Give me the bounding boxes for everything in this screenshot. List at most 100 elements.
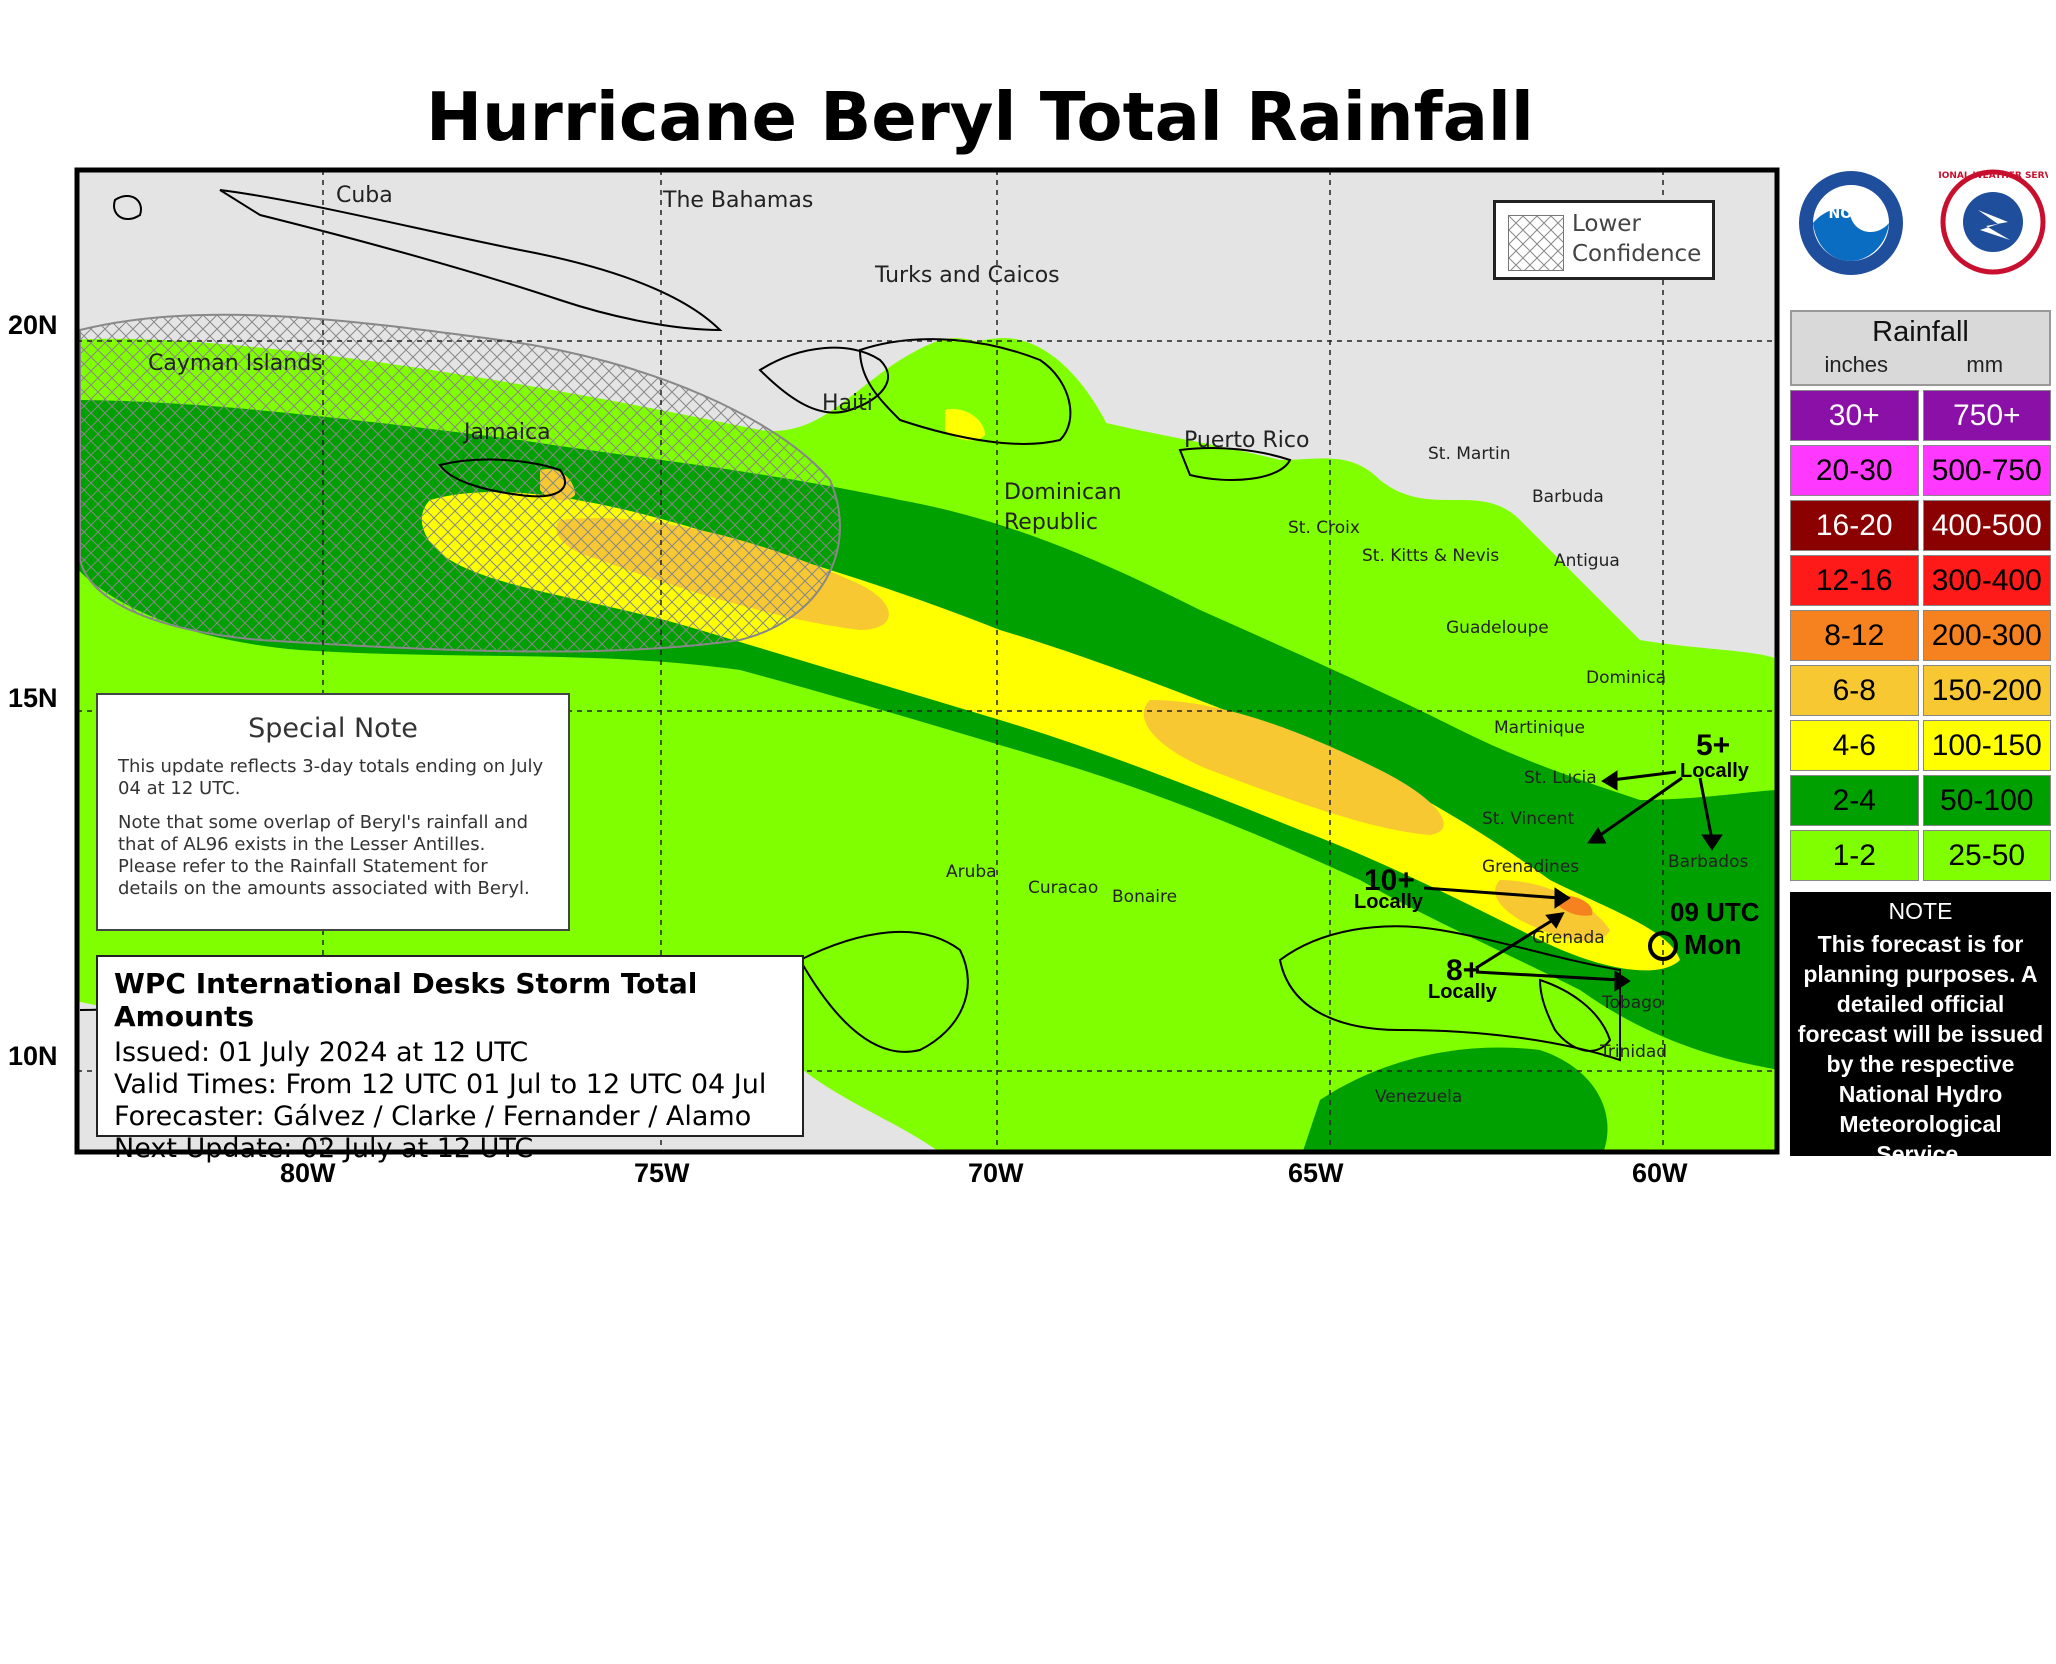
lon-label-75w: 75W xyxy=(634,1158,690,1188)
rain-2-4-coast xyxy=(1302,1047,1608,1152)
special-note-p2: Note that some overlap of Beryl's rainfa… xyxy=(118,812,530,899)
label-st-martin: St. Martin xyxy=(1428,444,1511,464)
label-st-lucia: St. Lucia xyxy=(1524,768,1597,788)
legend-cell-inches: 12-16 xyxy=(1790,555,1919,606)
annot-8-plus: 8+ xyxy=(1446,954,1480,987)
map-frame xyxy=(74,167,1780,1155)
legend-row: 30+ 750+ xyxy=(1790,390,2051,441)
legend-cell-mm: 100-150 xyxy=(1922,720,2051,771)
label-grenada: Grenada xyxy=(1532,928,1605,948)
lower-confidence-key: Lower Confidence xyxy=(1493,200,1715,280)
label-puerto-rico: Puerto Rico xyxy=(1184,428,1309,453)
rain-1-2-hispaniola xyxy=(870,338,1163,497)
lat-label-10n: 10N xyxy=(8,1041,58,1071)
lower-confidence-line2: Confidence xyxy=(1572,241,1702,267)
annot-5-plus: 5+ xyxy=(1696,729,1730,762)
lon-label-60w: 60W xyxy=(1632,1158,1688,1188)
legend-row: 20-30 500-750 xyxy=(1790,445,2051,496)
label-grenadines: Grenadines xyxy=(1482,857,1579,877)
label-jamaica: Jamaica xyxy=(462,420,551,445)
label-st-croix: St. Croix xyxy=(1288,518,1360,538)
label-cuba: Cuba xyxy=(336,183,393,208)
storm-day-label: Mon xyxy=(1684,929,1742,960)
legend-unit-inches: inches xyxy=(1824,352,1889,377)
nws-logo: NATIONAL WEATHER SERVICE xyxy=(1938,169,2048,275)
legend-row: 12-16 300-400 xyxy=(1790,555,2051,606)
label-barbuda: Barbuda xyxy=(1532,487,1604,507)
label-dominica: Dominica xyxy=(1586,668,1666,688)
annot-10-plus-locally: Locally xyxy=(1354,891,1424,913)
annot-8-plus-locally: Locally xyxy=(1428,981,1498,1003)
note-box: NOTE This forecast is for planning purpo… xyxy=(1790,892,2051,1167)
label-dominican-1: Dominican xyxy=(1004,480,1122,505)
special-note-p1: This update reflects 3-day totals ending… xyxy=(118,756,544,799)
wpc-next-update: Next Update: 02 July at 12 UTC xyxy=(114,1133,534,1164)
label-st-kitts: St. Kitts & Nevis xyxy=(1362,546,1499,566)
legend-units: inches mm xyxy=(1792,352,2049,378)
lower-confidence-label: Lower Confidence xyxy=(1572,209,1701,269)
map-title: Hurricane Beryl Total Rainfall xyxy=(426,78,1534,156)
label-curacao: Curacao xyxy=(1028,878,1098,898)
label-cayman: Cayman Islands xyxy=(148,351,323,376)
noaa-logo: NOAA xyxy=(1799,171,1903,275)
rain-4-6-hispaniola xyxy=(945,409,985,441)
label-aruba: Aruba xyxy=(946,862,997,882)
annot-10-plus: 10+ xyxy=(1364,864,1415,897)
legend-unit-mm: mm xyxy=(1966,352,2004,377)
legend-cell-inches: 4-6 xyxy=(1790,720,1919,771)
legend-row: 2-4 50-100 xyxy=(1790,775,2051,826)
legend-title: Rainfall xyxy=(1872,316,1969,348)
legend-rows: 30+ 750+ 20-30 500-750 16-20 400-500 12-16 300-… xyxy=(1790,390,2051,881)
legend-row: 16-20 400-500 xyxy=(1790,500,2051,551)
legend-cell-inches: 16-20 xyxy=(1790,500,1919,551)
legend-cell-inches: 8-12 xyxy=(1790,610,1919,661)
legend-cell-inches: 30+ xyxy=(1790,390,1919,441)
label-bahamas: The Bahamas xyxy=(662,188,813,213)
legend-cell-mm: 200-300 xyxy=(1922,610,2051,661)
label-st-vincent: St. Vincent xyxy=(1482,809,1575,829)
wpc-forecaster: Forecaster: Gálvez / Clarke / Fernander … xyxy=(114,1101,752,1132)
hatch-swatch xyxy=(1508,215,1564,271)
label-tobago: Tobago xyxy=(1601,993,1662,1013)
wpc-valid: Valid Times: From 12 UTC 01 Jul to 12 UT… xyxy=(114,1069,767,1100)
legend-cell-inches: 1-2 xyxy=(1790,830,1919,881)
legend-cell-mm: 500-750 xyxy=(1922,445,2051,496)
legend-cell-mm: 400-500 xyxy=(1922,500,2051,551)
label-guadeloupe: Guadeloupe xyxy=(1446,618,1549,638)
lower-confidence-area xyxy=(79,313,841,653)
label-trinidad: Trinidad xyxy=(1599,1042,1667,1062)
storm-time-label: 09 UTC xyxy=(1670,897,1760,927)
label-dominican-2: Republic xyxy=(1004,510,1098,535)
legend-cell-mm: 50-100 xyxy=(1922,775,2051,826)
label-bonaire: Bonaire xyxy=(1112,887,1177,907)
legend-row: 6-8 150-200 xyxy=(1790,665,2051,716)
annot-5-plus-locally: Locally xyxy=(1680,760,1750,782)
legend-header: Rainfall inches mm xyxy=(1790,310,2051,386)
label-barbados: Barbados xyxy=(1668,852,1748,872)
storm-position-marker xyxy=(1648,931,1678,961)
legend-cell-inches: 2-4 xyxy=(1790,775,1919,826)
lon-label-70w: 70W xyxy=(968,1158,1024,1188)
annotation-arrows xyxy=(1423,770,1723,992)
rain-6-8-core-mid xyxy=(1143,700,1444,835)
label-antigua: Antigua xyxy=(1554,551,1620,571)
lower-confidence-line1: Lower xyxy=(1572,211,1641,237)
note-text: This forecast is for planning purposes. … xyxy=(1797,931,2044,1167)
special-note-title: Special Note xyxy=(248,713,418,744)
wpc-title: WPC International Desks Storm Total Amou… xyxy=(114,967,698,1033)
label-turks: Turks and Caicos xyxy=(874,263,1060,288)
label-venezuela: Venezuela xyxy=(1375,1087,1462,1107)
nws-logo-text: NATIONAL WEATHER SERVICE xyxy=(1938,171,2048,181)
label-martinique: Martinique xyxy=(1494,718,1585,738)
wpc-info-box: WPC International Desks Storm Total Amou… xyxy=(96,955,804,1164)
legend-row: 1-2 25-50 xyxy=(1790,830,2051,881)
legend-cell-inches: 20-30 xyxy=(1790,445,1919,496)
special-note-box: Special Note This update reflects 3-day … xyxy=(96,693,570,931)
legend-cell-mm: 25-50 xyxy=(1922,830,2051,881)
label-haiti: Haiti xyxy=(822,391,873,416)
lat-label-15n: 15N xyxy=(8,683,58,713)
rainfall-legend: Rainfall inches mm 30+ 750+ 20-30 500-750 16… xyxy=(1790,310,2051,881)
lat-label-20n: 20N xyxy=(8,310,58,340)
legend-cell-mm: 150-200 xyxy=(1922,665,2051,716)
